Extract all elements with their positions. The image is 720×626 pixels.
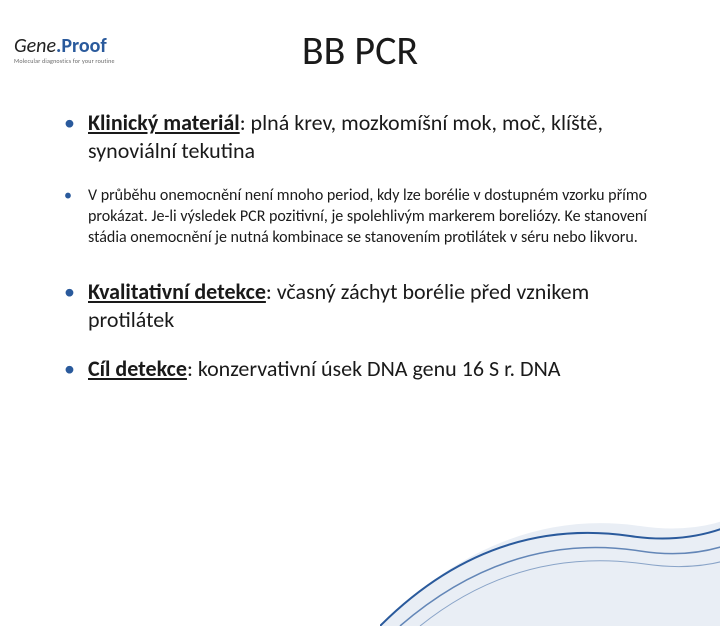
logo-part2: Proof bbox=[61, 34, 106, 58]
content: Klinický materiál: plná krev, mozkomíšní… bbox=[0, 109, 720, 383]
logo-part1: Gene bbox=[14, 34, 56, 58]
logo-text: Gene.Proof bbox=[14, 36, 115, 56]
bullet-4: Cíl detekce: konzervativní úsek DNA genu… bbox=[60, 355, 672, 383]
bullet-3: Kvalitativní detekce: včasný záchyt boré… bbox=[60, 278, 672, 333]
bullet-1-label: Klinický materiál bbox=[88, 109, 240, 136]
logo: Gene.Proof Molecular diagnostics for you… bbox=[14, 36, 115, 65]
bullet-1: Klinický materiál: plná krev, mozkomíšní… bbox=[60, 109, 672, 164]
decorative-swoosh bbox=[380, 346, 720, 626]
bullet-4-label: Cíl detekce bbox=[88, 355, 187, 382]
logo-tagline: Molecular diagnostics for your routine bbox=[14, 57, 115, 65]
bullet-2: V průběhu onemocnění není mnoho period, … bbox=[60, 186, 672, 248]
bullet-4-rest: : konzervativní úsek DNA genu 16 S r. DN… bbox=[187, 355, 561, 382]
bullet-3-label: Kvalitativní detekce bbox=[88, 278, 266, 305]
bullet-list: Klinický materiál: plná krev, mozkomíšní… bbox=[60, 109, 672, 383]
